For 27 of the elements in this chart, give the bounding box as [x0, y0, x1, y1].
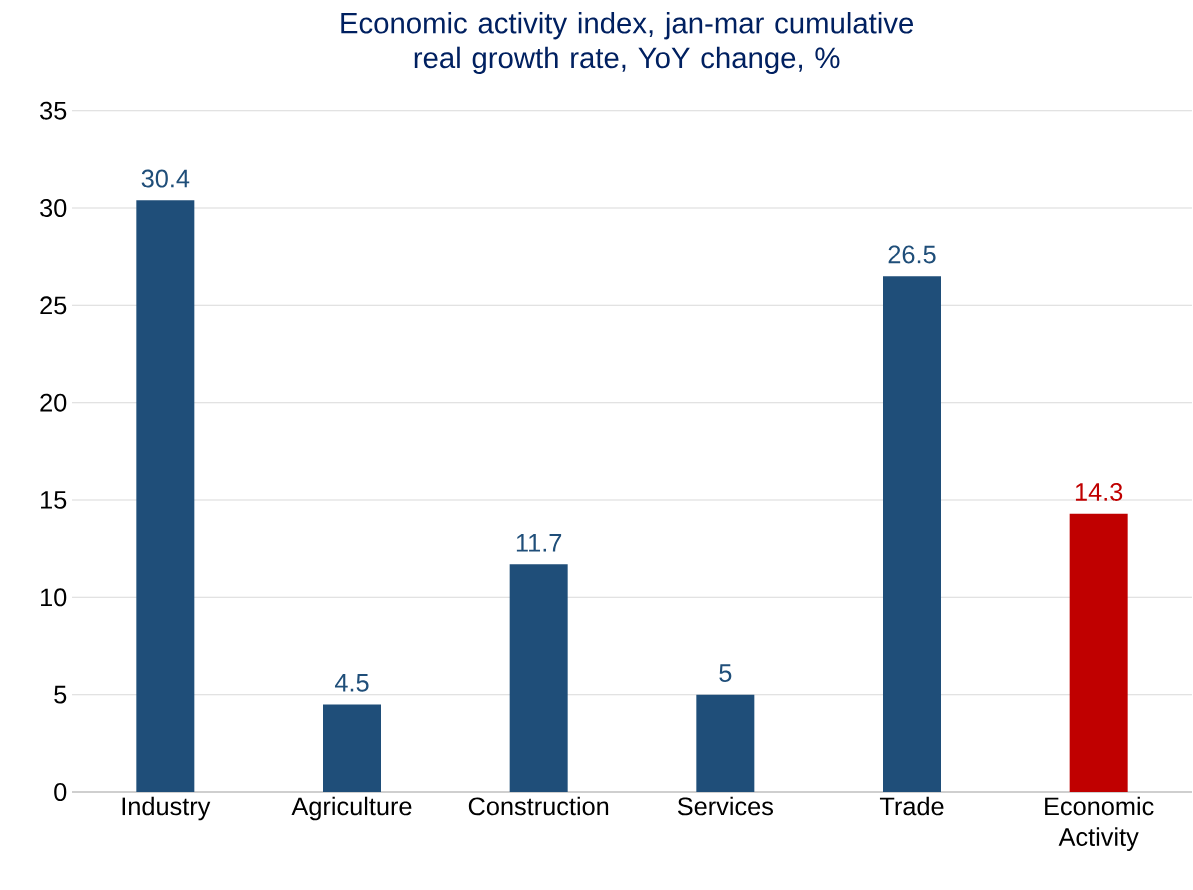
x-tick-label: Agriculture	[291, 796, 412, 821]
y-tick-label: 20	[40, 393, 67, 412]
data-label: 11.7	[516, 534, 562, 552]
data-label: 26.5	[888, 245, 936, 264]
bar	[1069, 513, 1128, 792]
x-tick-label: Economic Activity	[1045, 796, 1154, 851]
x-tick-label: Construction	[468, 796, 609, 816]
bar	[883, 276, 941, 792]
data-label: 5	[719, 664, 732, 682]
y-tick-label: 25	[40, 296, 67, 315]
y-tick-label: 35	[40, 101, 67, 120]
data-label: 14.3	[1075, 482, 1123, 501]
bar	[136, 200, 195, 792]
x-tick-label: Services	[677, 796, 773, 816]
y-tick-label: 15	[41, 491, 67, 509]
chart-title: Economic activity index, jan-mar cumulative real growth rate, YoY change, %	[341, 12, 914, 75]
y-tick-label: 30	[40, 199, 67, 217]
y-tick-label: 10	[41, 588, 67, 607]
bar	[323, 704, 381, 792]
bar	[509, 564, 568, 792]
bar	[696, 694, 755, 792]
data-label: 30.4	[141, 169, 190, 188]
y-tick-label: 0	[54, 783, 67, 801]
x-tick-label: Industry	[122, 796, 211, 821]
x-tick-label: Trade	[879, 796, 944, 816]
data-label: 4.5	[334, 674, 369, 692]
y-tick-label: 5	[54, 685, 67, 704]
